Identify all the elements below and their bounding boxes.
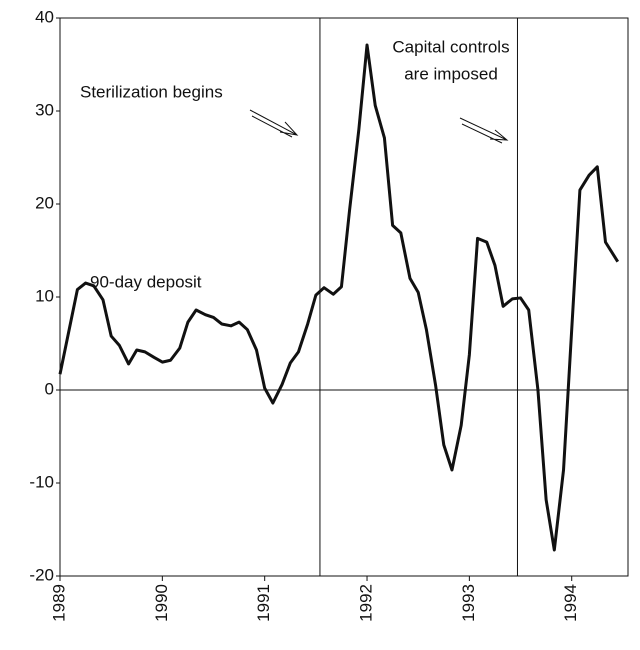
annotation: 90-day deposit bbox=[90, 272, 202, 291]
x-tick-label: 1994 bbox=[561, 584, 580, 622]
x-tick-label: 1990 bbox=[152, 584, 171, 622]
x-tick-label: 1989 bbox=[49, 584, 68, 622]
y-tick-label: 0 bbox=[45, 379, 54, 398]
y-tick-label: 20 bbox=[35, 193, 54, 212]
y-tick-label: -20 bbox=[29, 565, 54, 584]
arrow bbox=[249, 109, 299, 138]
x-tick-label: 1991 bbox=[254, 584, 273, 622]
annotation: Sterilization begins bbox=[80, 82, 223, 101]
x-tick-label: 1993 bbox=[459, 584, 478, 622]
arrows bbox=[249, 109, 509, 144]
arrow bbox=[459, 117, 509, 144]
annotation: are imposed bbox=[404, 64, 498, 83]
annotation: Capital controls bbox=[392, 37, 509, 56]
x-tick-label: 1992 bbox=[357, 584, 376, 622]
y-tick-label: 40 bbox=[35, 7, 54, 26]
plot-frame bbox=[59, 17, 629, 577]
y-tick-label: -10 bbox=[29, 472, 54, 491]
data-line bbox=[58, 43, 620, 552]
y-tick-label: 10 bbox=[35, 286, 54, 305]
y-tick-label: 30 bbox=[35, 100, 54, 119]
